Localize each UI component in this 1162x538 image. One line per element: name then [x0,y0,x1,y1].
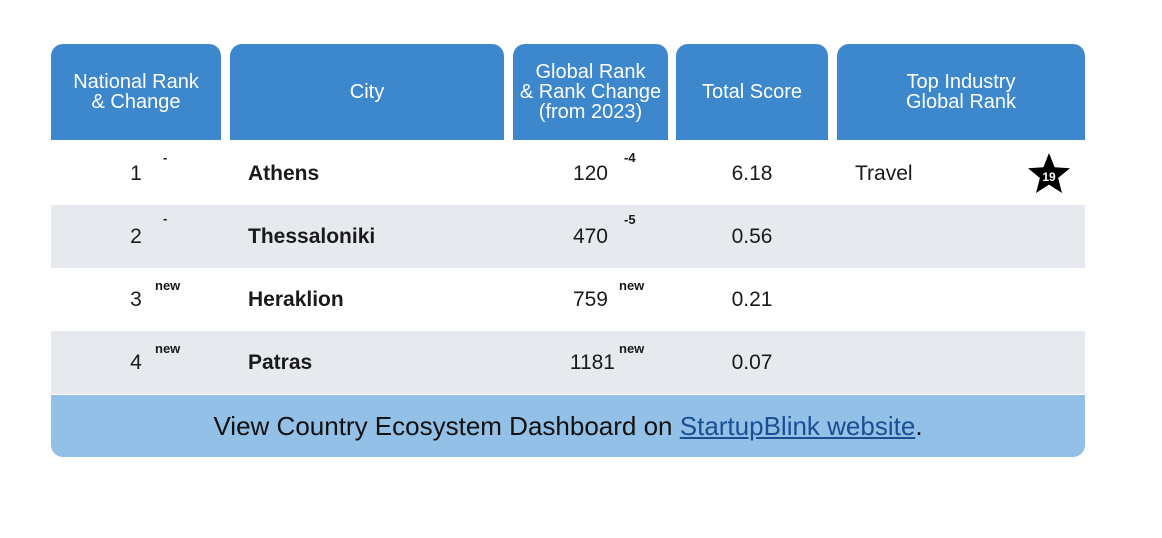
city-name: Heraklion [248,287,344,311]
banner-text: View Country Ecosystem Dashboard on [213,410,680,441]
header-total-score: Total Score [676,44,828,140]
global-rank: 1181 [569,350,615,374]
star-badge-icon: 19 [1028,153,1070,193]
top-industry: Travel [855,161,913,185]
total-score: 0.21 [731,287,773,311]
global-rank: 470 [572,224,608,248]
table-row: 3 new Heraklion 759 new 0.21 [51,268,1085,331]
total-score: 0.07 [731,350,773,374]
rank-change: - [163,150,168,165]
national-rank: 1 [130,161,142,185]
rank-change: - [163,211,168,226]
industry-rank: 19 [1042,170,1056,184]
national-rank: 2 [130,224,142,248]
table-row: 2 - Thessaloniki 470 -5 0.56 [51,205,1085,268]
city-name: Thessaloniki [248,224,376,248]
global-rank-change: -4 [624,150,636,165]
global-rank: 759 [572,287,608,311]
startupblink-link[interactable]: StartupBlink website [679,410,916,441]
table-row: 1 - Athens 120 -4 6.18 Travel 19 [51,142,1085,205]
rank-change: new [155,341,181,356]
header-city: City [230,44,504,140]
global-rank-change: new [619,278,645,293]
city-name: Patras [248,350,313,374]
table-row: 4 new Patras 1181 new 0.07 [51,331,1085,394]
global-rank-change: -5 [624,212,636,227]
global-rank: 120 [572,161,608,185]
dashboard-banner: View Country Ecosystem Dashboard on Star… [51,395,1085,457]
city-name: Athens [248,161,320,185]
banner-suffix: . [915,410,923,441]
national-rank: 4 [130,350,142,374]
header-global-rank: Global Rank & Rank Change (from 2023) [513,44,668,140]
total-score: 0.56 [731,224,773,248]
global-rank-change: new [619,341,645,356]
national-rank: 3 [130,287,142,311]
header-top-industry: Top Industry Global Rank [837,44,1085,140]
rank-change: new [155,278,181,293]
total-score: 6.18 [731,161,773,185]
header-national-rank: National Rank & Change [51,44,221,140]
